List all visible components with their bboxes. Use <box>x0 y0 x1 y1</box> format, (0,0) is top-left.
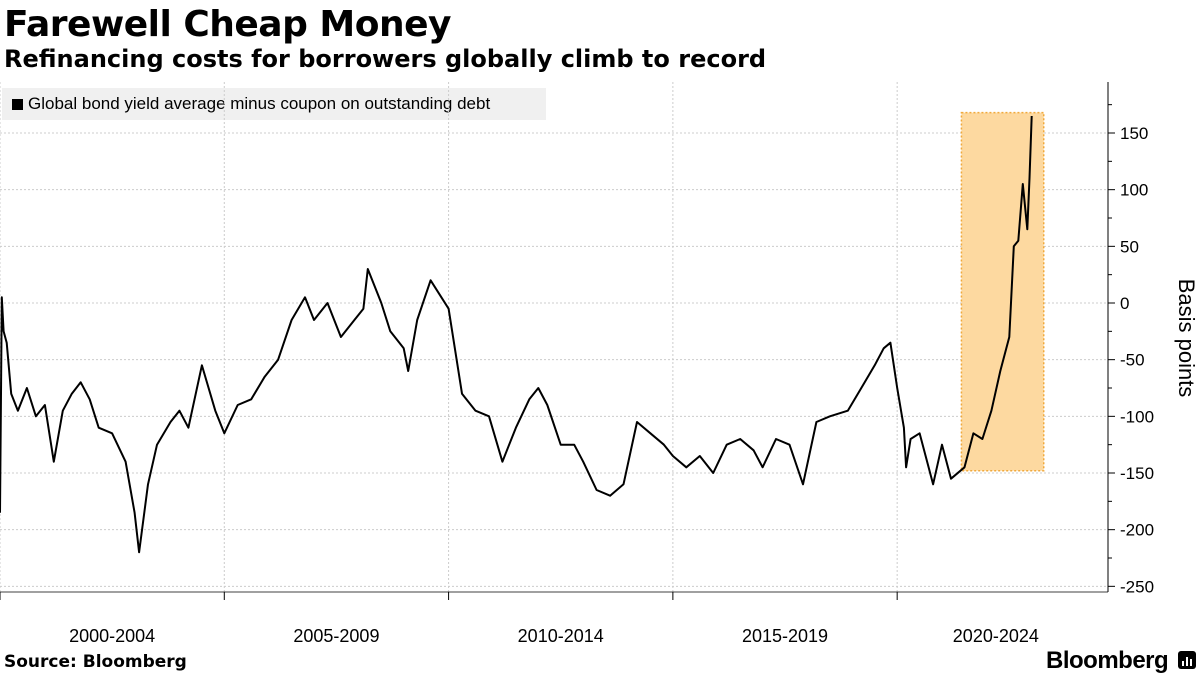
bloomberg-mark-icon <box>1178 651 1196 669</box>
y-tick-label: 100 <box>1120 181 1148 200</box>
x-tick-label: 2000-2004 <box>69 626 155 646</box>
y-tick-label: 50 <box>1120 237 1139 256</box>
legend-label: Global bond yield average minus coupon o… <box>28 94 491 113</box>
y-tick-label: -50 <box>1120 351 1145 370</box>
legend-swatch <box>12 98 23 110</box>
bloomberg-logo: Bloomberg <box>1046 647 1169 674</box>
highlight-region <box>960 111 1045 472</box>
chart-subtitle: Refinancing costs for borrowers globally… <box>4 45 767 73</box>
highlight-box <box>960 111 1045 472</box>
series <box>0 115 1033 554</box>
grid <box>0 82 1108 592</box>
x-tick-label: 2015-2019 <box>742 626 828 646</box>
y-tick-label: 150 <box>1120 124 1148 143</box>
y-tick-label: -100 <box>1120 407 1154 426</box>
x-axis: 2000-2004 2005-2009 2010-2014 2015-2019 2020… <box>0 591 1108 646</box>
source-note: Source: Bloomberg <box>4 652 187 672</box>
y-tick-label: -150 <box>1120 464 1154 483</box>
x-tick-label: 2005-2009 <box>293 626 379 646</box>
chart-title: Farewell Cheap Money <box>4 4 451 45</box>
y-axis-label: Basis points <box>1174 278 1199 398</box>
y-tick-label: -250 <box>1120 577 1154 596</box>
series-line <box>0 115 1033 554</box>
y-tick-label: -200 <box>1120 521 1154 540</box>
y-tick-label: 0 <box>1120 294 1129 313</box>
x-tick-label: 2020-2024 <box>953 626 1039 646</box>
y-axis: 150 100 50 0 -50 -100 -150 -200 -250 <box>1107 82 1154 596</box>
x-tick-label: 2010-2014 <box>518 626 604 646</box>
legend: Global bond yield average minus coupon o… <box>2 88 546 120</box>
